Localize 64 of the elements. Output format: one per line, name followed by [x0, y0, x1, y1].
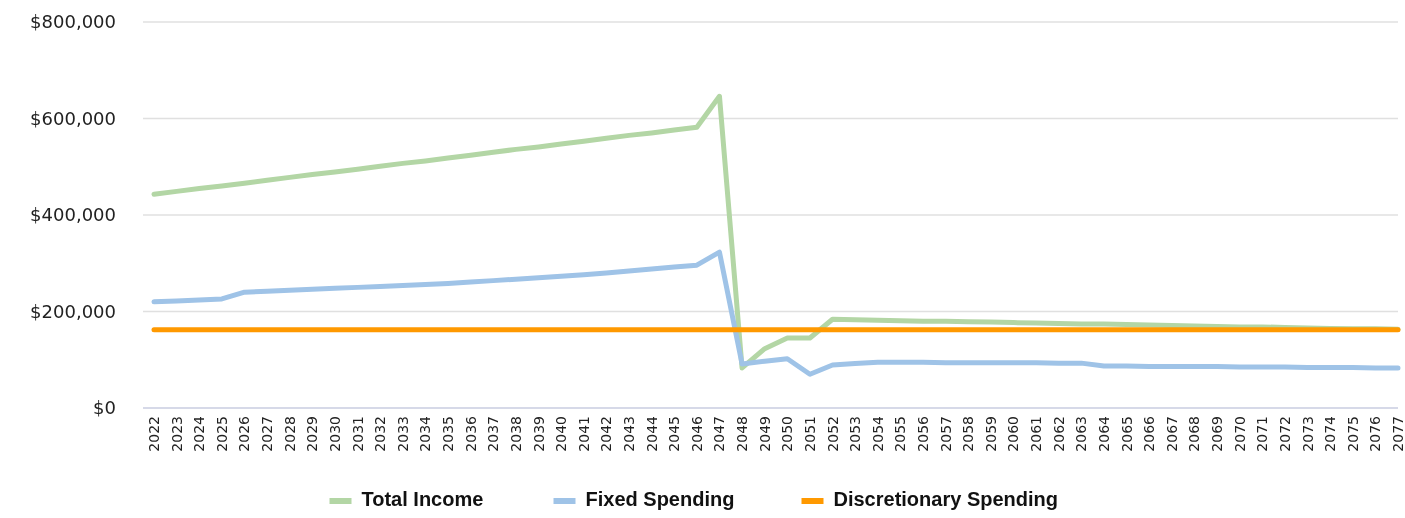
x-tick-label: 2032 — [372, 416, 389, 452]
x-tick-label: 2057 — [937, 416, 954, 452]
x-tick-label: 2044 — [643, 415, 660, 452]
x-tick-label: 2067 — [1163, 416, 1180, 452]
y-tick-label: $800,000 — [30, 11, 116, 33]
x-tick-label: 2071 — [1254, 416, 1271, 452]
x-tick-label: 2068 — [1186, 416, 1203, 452]
x-tick-label: 2070 — [1231, 416, 1248, 452]
x-tick-label: 2047 — [711, 416, 728, 452]
x-tick-label: 2066 — [1141, 415, 1158, 452]
x-tick-label: 2033 — [394, 416, 411, 452]
x-tick-label: 2025 — [213, 416, 230, 452]
x-tick-label: 2035 — [440, 416, 457, 452]
x-tick-label: 2022 — [146, 416, 162, 452]
y-tick-label: $400,000 — [30, 204, 116, 226]
x-tick-label: 2059 — [982, 416, 999, 452]
x-tick-label: 2055 — [892, 416, 909, 452]
x-tick-label: 2072 — [1276, 416, 1293, 452]
x-tick-label: 2060 — [1005, 416, 1022, 452]
legend-label: Total Income — [361, 488, 484, 510]
legend-label: Discretionary Spending — [833, 488, 1058, 510]
x-tick-label: 2077 — [1390, 416, 1405, 452]
x-tick-label: 2050 — [779, 416, 796, 452]
legend-label: Fixed Spending — [585, 488, 735, 510]
x-tick-label: 2063 — [1073, 416, 1090, 452]
x-tick-label: 2049 — [756, 416, 773, 452]
x-tick-label: 2042 — [598, 416, 615, 452]
y-tick-label: $200,000 — [30, 300, 116, 322]
x-tick-label: 2027 — [259, 416, 276, 452]
x-tick-label: 2052 — [824, 416, 841, 452]
x-tick-label: 2024 — [191, 415, 208, 452]
x-tick-label: 2064 — [1095, 415, 1112, 452]
x-tick-label: 2058 — [960, 416, 977, 452]
x-tick-label: 2031 — [349, 416, 366, 452]
x-tick-label: 2026 — [236, 415, 253, 452]
x-tick-label: 2028 — [281, 416, 298, 452]
x-tick-label: 2075 — [1344, 416, 1361, 452]
x-tick-label: 2076 — [1367, 415, 1384, 452]
x-tick-label: 2073 — [1299, 416, 1316, 452]
x-tick-label: 2061 — [1028, 416, 1045, 452]
x-tick-label: 2039 — [530, 416, 547, 452]
x-tick-label: 2065 — [1118, 416, 1135, 452]
x-tick-label: 2046 — [688, 415, 705, 452]
x-tick-label: 2069 — [1209, 416, 1226, 452]
x-tick-label: 2029 — [304, 416, 321, 452]
x-tick-label: 2056 — [915, 415, 932, 452]
x-tick-label: 2045 — [666, 416, 683, 452]
x-tick-label: 2048 — [734, 416, 751, 452]
y-tick-label: $0 — [93, 397, 116, 419]
x-tick-label: 2037 — [485, 416, 502, 452]
x-tick-label: 2034 — [417, 415, 434, 452]
x-tick-label: 2053 — [847, 416, 864, 452]
x-tick-label: 2074 — [1322, 415, 1339, 452]
x-tick-label: 2054 — [869, 415, 886, 452]
x-tick-label: 2023 — [168, 416, 185, 452]
x-tick-label: 2041 — [575, 416, 592, 452]
x-tick-label: 2040 — [553, 416, 570, 452]
x-tick-label: 2062 — [1050, 416, 1067, 452]
x-tick-label: 2036 — [462, 415, 479, 452]
x-tick-label: 2038 — [507, 416, 524, 452]
x-tick-label: 2043 — [620, 416, 637, 452]
y-tick-label: $600,000 — [30, 107, 116, 129]
x-tick-label: 2030 — [326, 416, 343, 452]
x-tick-label: 2051 — [801, 416, 818, 452]
